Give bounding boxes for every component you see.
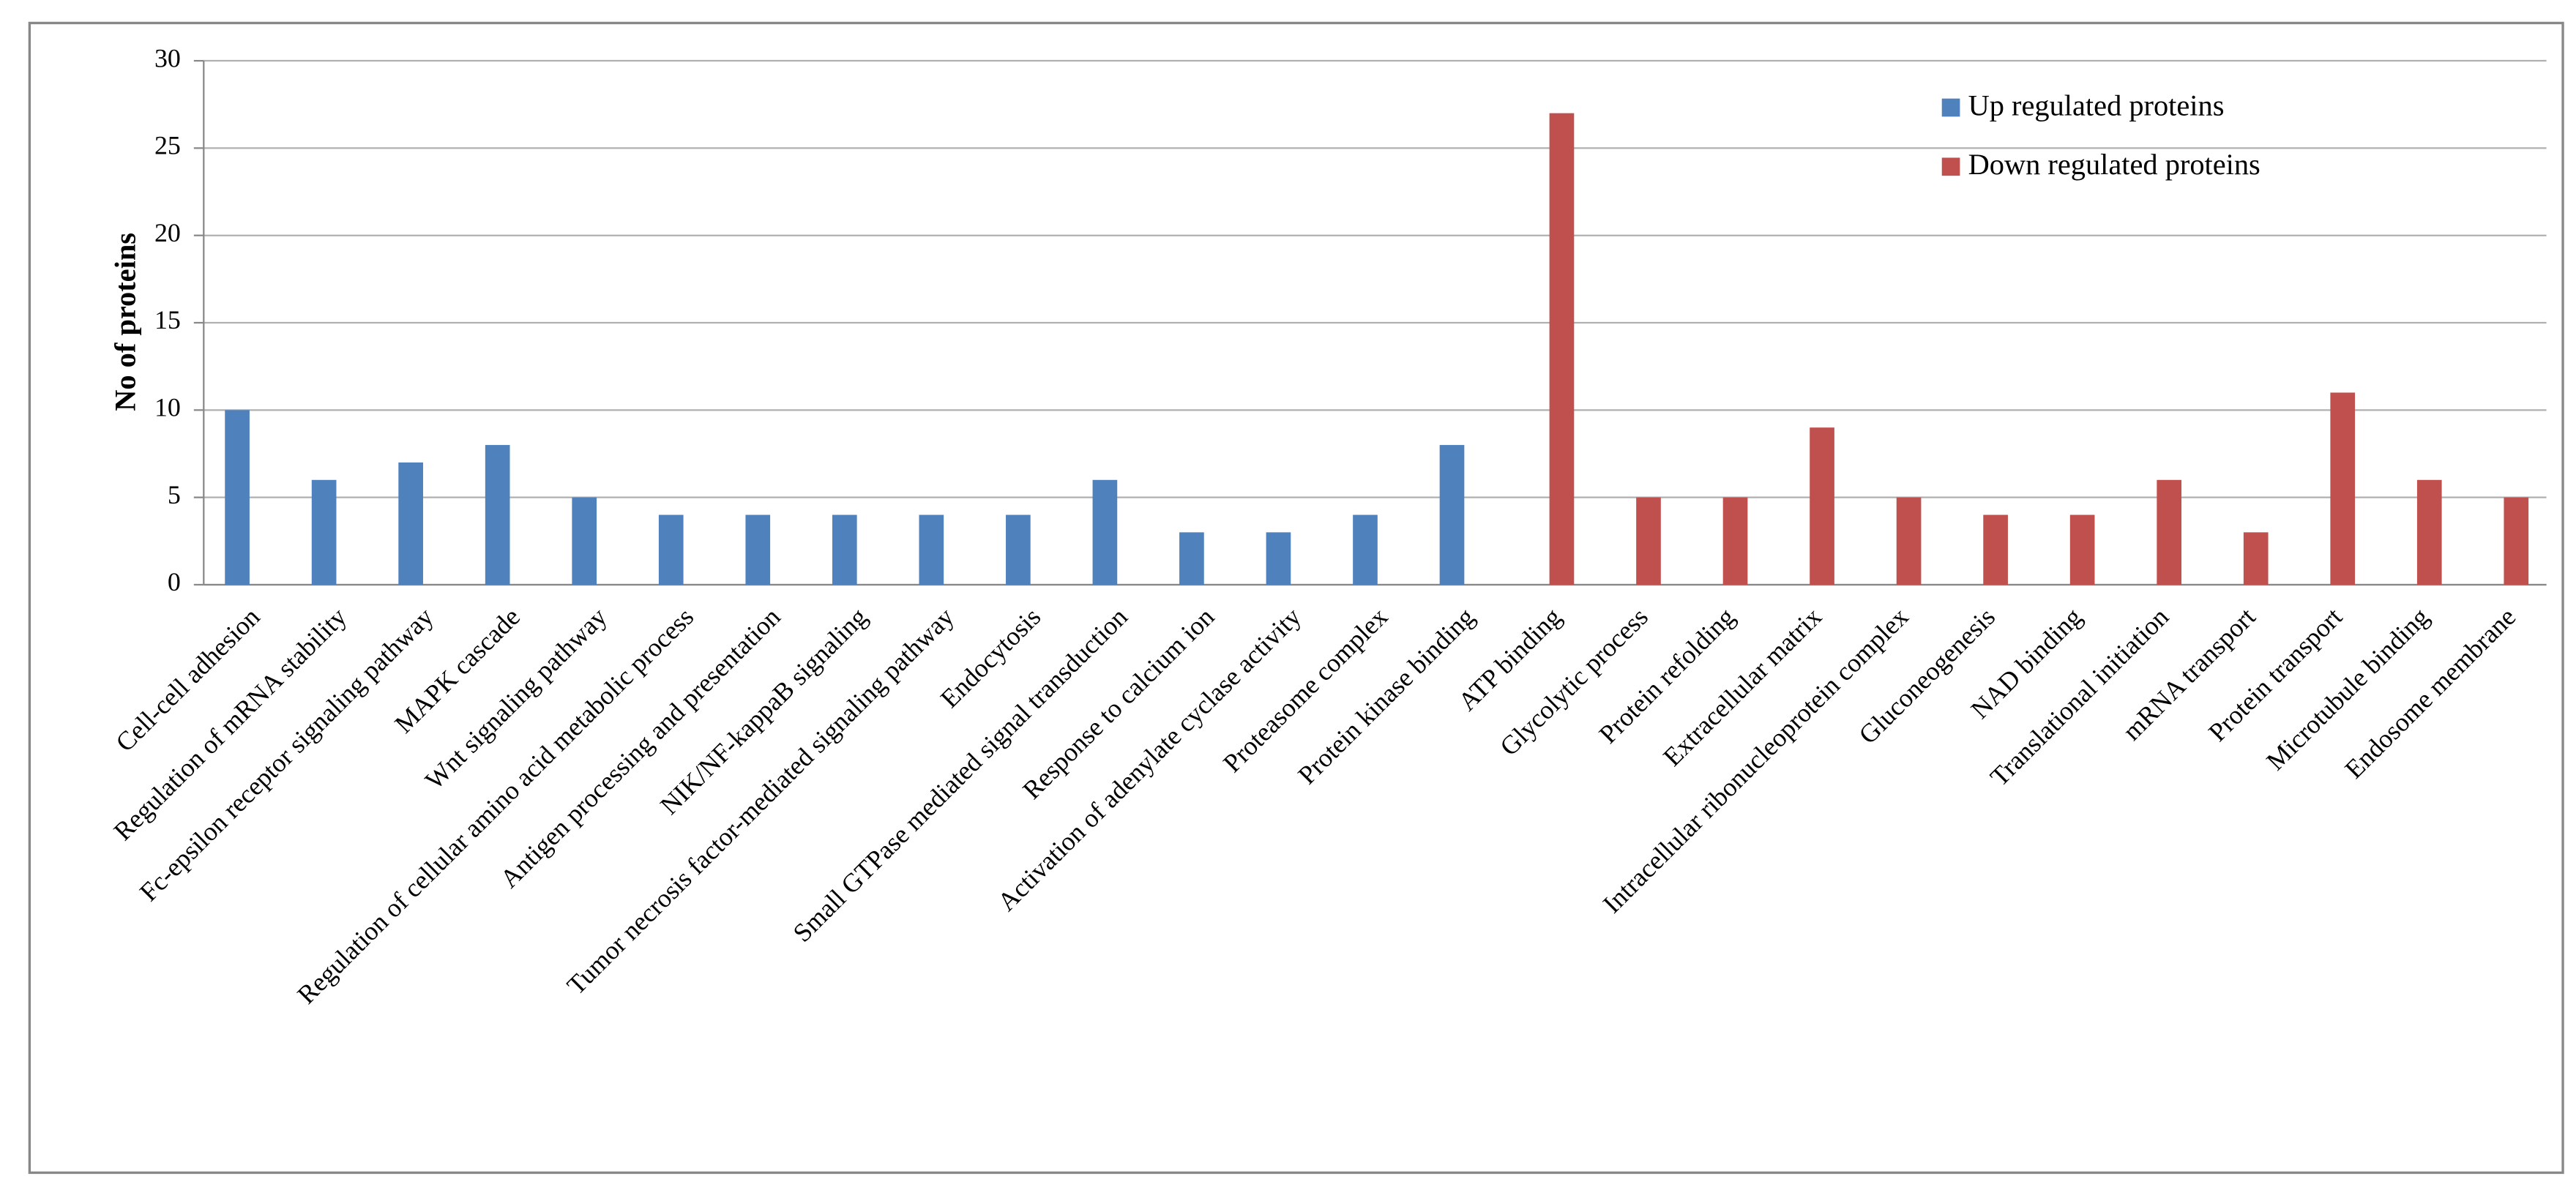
bar	[572, 497, 597, 585]
bar	[485, 445, 510, 585]
legend-swatch	[1941, 157, 1960, 176]
bar	[2504, 497, 2529, 585]
legend-swatch	[1941, 98, 1960, 117]
bar	[1266, 532, 1291, 585]
bar	[2243, 532, 2269, 585]
bar	[1896, 497, 1922, 585]
legend-label: Up regulated proteins	[1968, 89, 2225, 121]
bar	[1439, 445, 1465, 585]
bar	[1810, 427, 1834, 585]
legend-label: Down regulated proteins	[1968, 148, 2260, 181]
bar	[2069, 514, 2095, 585]
bar	[1549, 113, 1575, 585]
bar	[1983, 514, 2008, 585]
bar	[1722, 497, 1748, 585]
bar	[745, 514, 771, 585]
bar	[1006, 514, 1031, 585]
bar	[2157, 479, 2182, 585]
y-tick-label: 5	[168, 480, 181, 509]
bar	[398, 462, 423, 585]
bar	[919, 514, 944, 585]
y-axis-title: No of proteins	[108, 233, 141, 411]
y-tick-label: 0	[168, 567, 181, 596]
bar	[2330, 392, 2356, 585]
bar	[1179, 532, 1204, 585]
chart-border	[28, 21, 2564, 1175]
y-tick-label: 10	[154, 393, 181, 422]
bar	[832, 514, 857, 585]
bar	[1636, 497, 1661, 585]
y-tick-label: 30	[154, 43, 181, 72]
bar	[1353, 514, 1378, 585]
y-tick-label: 15	[154, 305, 181, 334]
y-tick-label: 25	[154, 131, 181, 160]
bar	[2416, 479, 2442, 585]
bar	[225, 410, 250, 585]
bar	[1092, 479, 1118, 585]
y-tick-label: 20	[154, 218, 181, 247]
bar	[311, 479, 337, 585]
bar	[658, 514, 684, 585]
